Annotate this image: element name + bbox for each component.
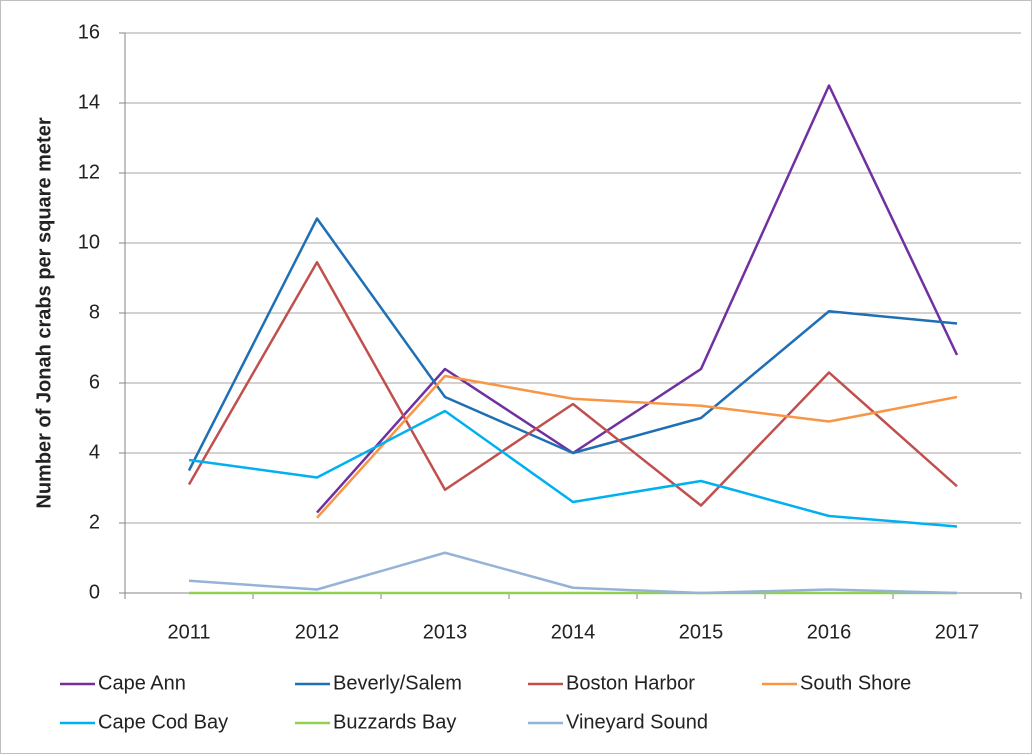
x-tick-label: 2012 (295, 621, 340, 643)
legend-label: Buzzards Bay (333, 711, 456, 733)
x-tick-label: 2016 (807, 621, 852, 643)
x-tick-label: 2013 (423, 621, 468, 643)
legend-label: Boston Harbor (566, 672, 695, 694)
legend-label: Beverly/Salem (333, 672, 462, 694)
y-tick-label: 6 (89, 371, 100, 393)
data-line (188, 409, 958, 528)
x-tick-label: 2014 (551, 621, 596, 643)
y-tick-label: 16 (78, 21, 100, 43)
data-line (188, 551, 958, 595)
legend-label: South Shore (800, 672, 911, 694)
y-axis-label: Number of Jonah crabs per square meter (33, 117, 55, 508)
legend-label: Vineyard Sound (566, 711, 708, 733)
x-tick-label: 2015 (679, 621, 724, 643)
y-tick-label: 8 (89, 301, 100, 323)
legend-label: Cape Ann (98, 672, 186, 694)
y-tick-label: 2 (89, 511, 100, 533)
y-tick-label: 12 (78, 161, 100, 183)
y-tick-label: 10 (78, 231, 100, 253)
x-tick-label: 2011 (167, 621, 210, 643)
legend-label: Cape Cod Bay (98, 711, 228, 733)
data-line (316, 84, 959, 514)
data-line (187, 217, 958, 472)
data-line (187, 261, 958, 507)
data-line (316, 374, 958, 519)
y-tick-label: 14 (78, 91, 100, 113)
y-tick-label: 0 (89, 581, 100, 603)
y-tick-label: 4 (89, 441, 100, 463)
x-tick-label: 2017 (935, 621, 980, 643)
